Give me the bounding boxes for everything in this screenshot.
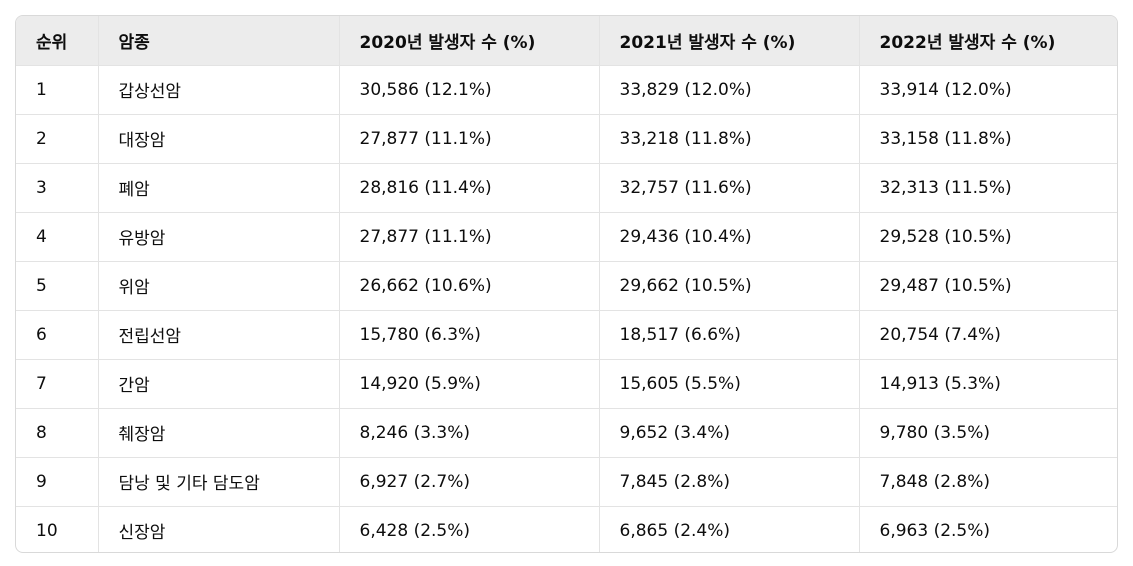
table-row: 8 췌장암 8,246 (3.3%) 9,652 (3.4%) 9,780 (3… bbox=[16, 408, 1117, 458]
table-row: 10 신장암 6,428 (2.5%) 6,865 (2.4%) 6,963 (… bbox=[16, 506, 1117, 552]
cell-2022: 33,914 (12.0%) bbox=[858, 65, 1117, 115]
cancer-incidence-table-container: 순위 암종 2020년 발생자 수 (%) 2021년 발생자 수 (%) 20… bbox=[15, 15, 1118, 553]
table-row: 1 갑상선암 30,586 (12.1%) 33,829 (12.0%) 33,… bbox=[16, 65, 1117, 115]
cell-2020: 15,780 (6.3%) bbox=[338, 310, 599, 360]
cell-cancer-type: 위암 bbox=[97, 261, 339, 311]
cell-cancer-type: 담낭 및 기타 담도암 bbox=[97, 457, 339, 507]
cell-cancer-type: 폐암 bbox=[97, 163, 339, 213]
cell-2020: 26,662 (10.6%) bbox=[338, 261, 599, 311]
cell-2020: 28,816 (11.4%) bbox=[338, 163, 599, 213]
table-row: 3 폐암 28,816 (11.4%) 32,757 (11.6%) 32,31… bbox=[16, 163, 1117, 213]
header-2020: 2020년 발생자 수 (%) bbox=[338, 16, 599, 66]
cell-2020: 30,586 (12.1%) bbox=[338, 65, 599, 115]
cell-2021: 29,662 (10.5%) bbox=[598, 261, 859, 311]
cell-2021: 15,605 (5.5%) bbox=[598, 359, 859, 409]
cell-2020: 27,877 (11.1%) bbox=[338, 114, 599, 164]
cell-cancer-type: 유방암 bbox=[97, 212, 339, 262]
cell-2020: 6,428 (2.5%) bbox=[338, 506, 599, 552]
cell-rank: 6 bbox=[16, 310, 98, 360]
cell-2022: 33,158 (11.8%) bbox=[858, 114, 1117, 164]
header-row: 순위 암종 2020년 발생자 수 (%) 2021년 발생자 수 (%) 20… bbox=[16, 16, 1117, 66]
cell-2021: 33,829 (12.0%) bbox=[598, 65, 859, 115]
cell-rank: 1 bbox=[16, 65, 98, 115]
table-row: 5 위암 26,662 (10.6%) 29,662 (10.5%) 29,48… bbox=[16, 261, 1117, 311]
table-row: 7 간암 14,920 (5.9%) 15,605 (5.5%) 14,913 … bbox=[16, 359, 1117, 409]
cell-2022: 9,780 (3.5%) bbox=[858, 408, 1117, 458]
cell-rank: 2 bbox=[16, 114, 98, 164]
cell-cancer-type: 갑상선암 bbox=[97, 65, 339, 115]
cell-2021: 7,845 (2.8%) bbox=[598, 457, 859, 507]
cell-rank: 4 bbox=[16, 212, 98, 262]
table-header: 순위 암종 2020년 발생자 수 (%) 2021년 발생자 수 (%) 20… bbox=[16, 16, 1117, 66]
cell-rank: 5 bbox=[16, 261, 98, 311]
cell-cancer-type: 전립선암 bbox=[97, 310, 339, 360]
header-cancer-type: 암종 bbox=[97, 16, 339, 66]
cell-2022: 7,848 (2.8%) bbox=[858, 457, 1117, 507]
cell-2020: 8,246 (3.3%) bbox=[338, 408, 599, 458]
cell-2022: 29,487 (10.5%) bbox=[858, 261, 1117, 311]
cell-2021: 9,652 (3.4%) bbox=[598, 408, 859, 458]
cell-2022: 32,313 (11.5%) bbox=[858, 163, 1117, 213]
cell-2021: 33,218 (11.8%) bbox=[598, 114, 859, 164]
cell-2021: 29,436 (10.4%) bbox=[598, 212, 859, 262]
cell-2020: 6,927 (2.7%) bbox=[338, 457, 599, 507]
table-row: 6 전립선암 15,780 (6.3%) 18,517 (6.6%) 20,75… bbox=[16, 310, 1117, 360]
header-2021: 2021년 발생자 수 (%) bbox=[598, 16, 859, 66]
cell-2020: 27,877 (11.1%) bbox=[338, 212, 599, 262]
cell-rank: 9 bbox=[16, 457, 98, 507]
cell-2022: 20,754 (7.4%) bbox=[858, 310, 1117, 360]
cell-2021: 18,517 (6.6%) bbox=[598, 310, 859, 360]
table-row: 9 담낭 및 기타 담도암 6,927 (2.7%) 7,845 (2.8%) … bbox=[16, 457, 1117, 507]
cell-2021: 32,757 (11.6%) bbox=[598, 163, 859, 213]
cell-rank: 3 bbox=[16, 163, 98, 213]
table-row: 4 유방암 27,877 (11.1%) 29,436 (10.4%) 29,5… bbox=[16, 212, 1117, 262]
cell-2022: 14,913 (5.3%) bbox=[858, 359, 1117, 409]
table-body: 1 갑상선암 30,586 (12.1%) 33,829 (12.0%) 33,… bbox=[16, 65, 1117, 552]
header-2022: 2022년 발생자 수 (%) bbox=[858, 16, 1117, 66]
cell-2022: 6,963 (2.5%) bbox=[858, 506, 1117, 552]
cell-2022: 29,528 (10.5%) bbox=[858, 212, 1117, 262]
cell-cancer-type: 대장암 bbox=[97, 114, 339, 164]
cancer-incidence-table: 순위 암종 2020년 발생자 수 (%) 2021년 발생자 수 (%) 20… bbox=[16, 16, 1117, 552]
cell-2020: 14,920 (5.9%) bbox=[338, 359, 599, 409]
cell-cancer-type: 간암 bbox=[97, 359, 339, 409]
cell-rank: 10 bbox=[36, 520, 58, 541]
cell-rank: 7 bbox=[16, 359, 98, 409]
cell-rank: 8 bbox=[16, 408, 98, 458]
table-row: 2 대장암 27,877 (11.1%) 33,218 (11.8%) 33,1… bbox=[16, 114, 1117, 164]
cell-cancer-type: 췌장암 bbox=[97, 408, 339, 458]
cell-cancer-type: 신장암 bbox=[97, 506, 339, 552]
cell-2021: 6,865 (2.4%) bbox=[598, 506, 859, 552]
header-rank: 순위 bbox=[16, 16, 98, 66]
